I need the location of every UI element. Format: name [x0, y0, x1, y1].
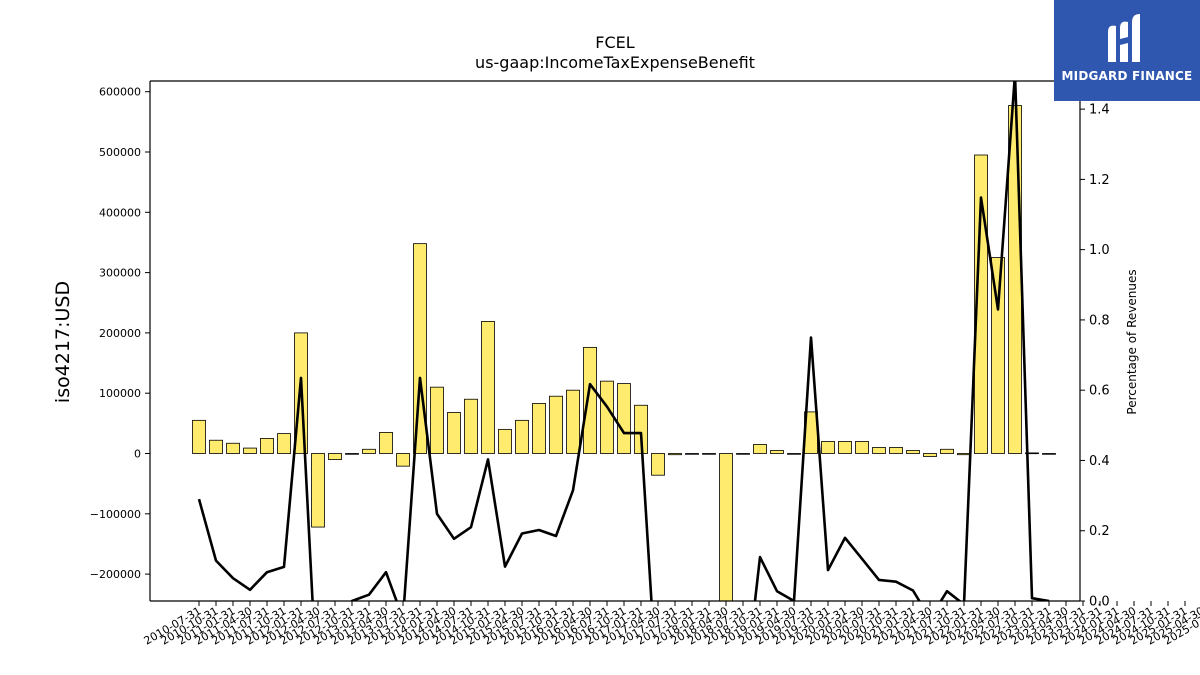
y-axis-label: iso4217:USD: [52, 281, 74, 403]
bar-series: [192, 105, 1056, 601]
bar: [957, 453, 971, 456]
y-tick-label: 400000: [99, 206, 141, 219]
midgard-logo-icon: [1108, 14, 1140, 63]
bar: [362, 448, 376, 454]
y-tick-label: 600000: [99, 86, 141, 99]
bar: [702, 453, 716, 455]
y2-axis-label: Percentage of Revenues: [1125, 269, 1139, 414]
bar: [617, 383, 631, 454]
bar: [447, 412, 461, 454]
y-tick-label: 200000: [99, 327, 141, 340]
bar: [566, 389, 580, 454]
bar: [345, 453, 359, 455]
bar: [583, 346, 597, 454]
bar: [498, 428, 512, 454]
bar: [532, 403, 546, 454]
bar: [991, 257, 1005, 454]
bar: [549, 395, 563, 454]
bar: [600, 380, 614, 454]
y2-tick-label: 1.0: [1089, 243, 1110, 258]
bar: [311, 453, 325, 528]
bar: [787, 453, 801, 455]
bar: [770, 450, 784, 454]
y2-tick-label: 1.4: [1089, 103, 1110, 118]
bar: [872, 447, 886, 454]
bar: [736, 453, 750, 455]
y-tick-label: 100000: [99, 387, 141, 400]
y-tick-label: 500000: [99, 146, 141, 159]
bar: [209, 439, 223, 454]
bar: [821, 441, 835, 454]
bar: [719, 453, 733, 601]
y2-tick-label: 1.2: [1089, 173, 1110, 188]
bar: [226, 442, 240, 454]
bar: [243, 447, 257, 454]
bar: [651, 453, 665, 476]
bar: [464, 398, 478, 454]
percentage-line-series: [197, 81, 1050, 601]
bar: [277, 433, 291, 454]
bar: [855, 441, 869, 454]
y2-tick-label: 0.4: [1089, 454, 1110, 469]
bar: [328, 453, 342, 460]
bar: [923, 453, 937, 457]
chart-subtitle: us-gaap:IncomeTaxExpenseBenefit: [475, 53, 755, 72]
y-tick-label: 0: [134, 448, 141, 461]
bar: [430, 386, 444, 454]
bar: [974, 154, 988, 454]
bar: [481, 321, 495, 454]
bar: [260, 438, 274, 454]
y2-tick-label: 0.8: [1089, 313, 1110, 328]
bar: [396, 453, 410, 467]
bar: [1008, 105, 1022, 454]
y2-tick-label: 0.0: [1089, 595, 1110, 610]
bar: [515, 419, 529, 454]
bar: [192, 419, 206, 454]
bar: [940, 448, 954, 454]
bar: [379, 431, 393, 454]
brand-name: MIDGARD FINANCE: [1061, 69, 1193, 83]
bar: [685, 453, 699, 455]
bar: [668, 453, 682, 456]
y-tick-label: −100000: [90, 508, 141, 521]
y-tick-label: −200000: [90, 568, 141, 581]
axes: −200000 −100000 0 100000 200000 300000 400000 5…: [90, 80, 1200, 648]
bar: [906, 450, 920, 454]
brand-logo: MIDGARD FINANCE: [1054, 0, 1200, 101]
chart-title: FCEL: [595, 33, 634, 52]
y2-tick-label: 0.2: [1089, 524, 1110, 539]
bar: [838, 441, 852, 454]
bar: [889, 447, 903, 454]
y-tick-label: 300000: [99, 267, 141, 280]
y2-tick-label: 0.6: [1089, 384, 1110, 399]
bar: [1042, 453, 1056, 455]
bar: [753, 444, 767, 454]
percentage-line: [197, 81, 1050, 601]
bar: [1025, 452, 1039, 455]
